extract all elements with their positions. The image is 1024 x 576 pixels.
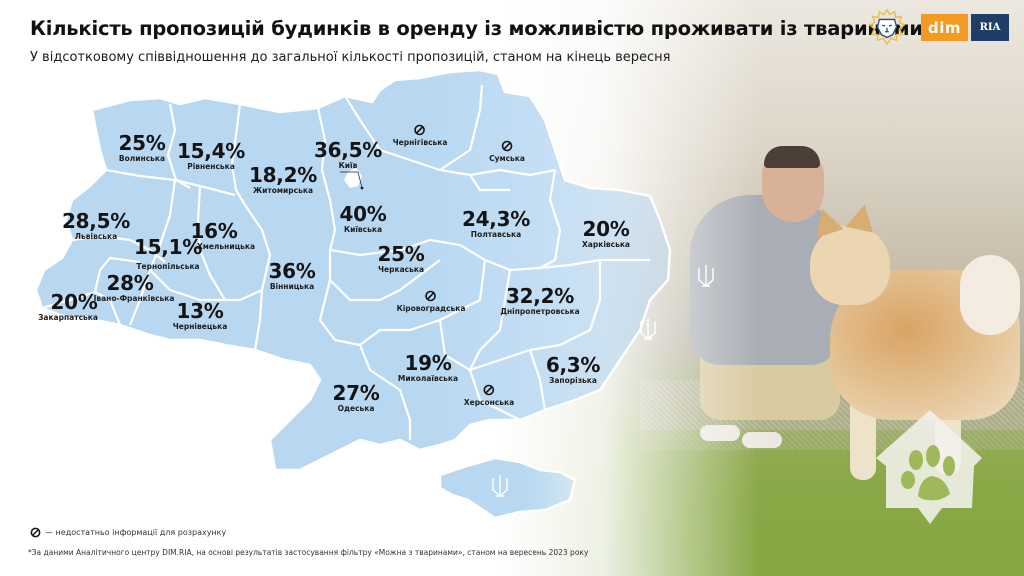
region-name: Чернігівська	[392, 138, 448, 147]
ria-logo: RIA	[971, 14, 1009, 41]
region-mykolaivska: 19% Миколаївська	[398, 352, 458, 384]
region-name: Сумська	[489, 154, 525, 163]
no-data-icon	[30, 527, 41, 538]
region-zhytomyrska: 18,2% Житомирська	[249, 164, 317, 196]
region-kirovohradska: Кіровоградська	[396, 290, 466, 314]
region-sumska: Сумська	[489, 140, 525, 164]
region-name: Волинська	[118, 154, 166, 163]
region-value: 25%	[118, 131, 166, 155]
page-title: Кількість пропозицій будинків в оренду і…	[30, 17, 923, 40]
region-name: Херсонська	[463, 398, 515, 407]
region-khersonska: Херсонська	[464, 384, 514, 408]
region-name: Закарпатська	[38, 313, 98, 322]
legend: — недостатньо інформації для розрахунку	[30, 527, 226, 538]
region-name: Івано-Франківська	[93, 294, 175, 303]
region-volynska: 25% Волинська	[119, 132, 166, 164]
region-name: Дніпропетровська	[500, 307, 580, 316]
region-chernivetska: 13% Чернівецька	[173, 300, 228, 332]
footnote: *За даними Аналітичного центру DIM.RIA, …	[28, 548, 589, 557]
region-name: Миколаївська	[397, 374, 459, 383]
trident-icons	[492, 265, 714, 497]
no-data-icon	[425, 290, 437, 302]
no-data-icon	[501, 140, 513, 152]
region-value: 36,5%	[314, 138, 382, 162]
region-name: Тернопільська	[136, 262, 200, 271]
region-value: 6,3%	[545, 353, 601, 377]
page-subtitle: У відсотковому співвідношення до загальн…	[30, 50, 671, 65]
region-name: Черкаська	[377, 265, 425, 274]
no-data-icon	[414, 124, 426, 136]
region-cherkaska: 25% Черкаська	[378, 243, 425, 275]
paw-house-icon	[876, 410, 982, 524]
dog-tail	[960, 255, 1020, 335]
region-value: 40%	[339, 202, 387, 226]
region-poltavska: 24,3% Полтавська	[462, 208, 530, 240]
region-dnipropetrovska: 32,2% Дніпропетровська	[500, 285, 579, 317]
region-khmelnytska: 16% Хмельницька	[185, 220, 256, 252]
dog-head	[810, 225, 890, 305]
region-name: Запорізька	[549, 376, 597, 385]
region-name: Чернівецька	[172, 322, 228, 331]
region-value: 28,5%	[62, 209, 130, 233]
region-name: Хмельницька	[196, 242, 256, 251]
region-name: Полтавська	[470, 230, 522, 239]
dim-logo: dim	[921, 14, 968, 41]
region-name: Київ	[338, 161, 358, 170]
region-value: 27%	[332, 381, 380, 405]
region-name: Одеська	[337, 404, 375, 413]
region-borders	[41, 84, 650, 440]
region-kyiv-city: 36,5% Київ	[314, 139, 382, 171]
region-rivnenska: 15,4% Рівненська	[177, 140, 245, 172]
region-vinnytska: 36% Вінницька	[269, 260, 316, 292]
lion-crest-logo-icon	[868, 8, 906, 46]
region-ternopilska: 15,1% Тернопільська	[134, 236, 202, 272]
region-value: 25%	[377, 242, 425, 266]
region-ivano-frankivska: 28% Івано-Франківська	[94, 272, 175, 304]
no-data-icon	[483, 384, 495, 396]
ukraine-outline	[34, 68, 672, 472]
person-hair	[764, 146, 820, 168]
region-value: 18,2%	[249, 163, 317, 187]
region-zaporizka: 6,3% Запорізька	[545, 353, 601, 386]
region-value: 28%	[106, 271, 154, 295]
region-chernihivska: Чернігівська	[392, 124, 448, 148]
region-odeska: 27% Одеська	[333, 382, 380, 414]
region-value: 32,2%	[506, 284, 574, 308]
region-value: 13%	[176, 299, 224, 323]
region-name: Вінницька	[269, 282, 315, 291]
region-name: Київська	[343, 225, 383, 234]
legend-text: — недостатньо інформації для розрахунку	[45, 528, 227, 537]
region-name: Львівська	[74, 232, 118, 241]
region-value: 24,3%	[462, 207, 530, 231]
region-name: Харківська	[582, 240, 630, 249]
region-value: 16%	[190, 219, 238, 243]
region-value: 15,1%	[134, 235, 202, 259]
region-kyivska: 40% Київська	[340, 203, 387, 235]
kyiv-city	[344, 168, 362, 188]
region-name: Рівненська	[187, 162, 235, 171]
region-zakarpatska: 20% Закарпатська	[38, 291, 98, 323]
region-name: Житомирська	[252, 186, 314, 195]
region-value: 15,4%	[177, 139, 245, 163]
region-name: Кіровоградська	[396, 304, 466, 313]
region-value: 36%	[268, 259, 316, 283]
region-kharkivska: 20% Харківська	[582, 218, 630, 250]
region-value: 20%	[582, 217, 630, 241]
region-lvivska: 28,5% Львівська	[62, 210, 130, 242]
region-value: 19%	[404, 351, 452, 375]
region-value: 20%	[50, 290, 98, 314]
